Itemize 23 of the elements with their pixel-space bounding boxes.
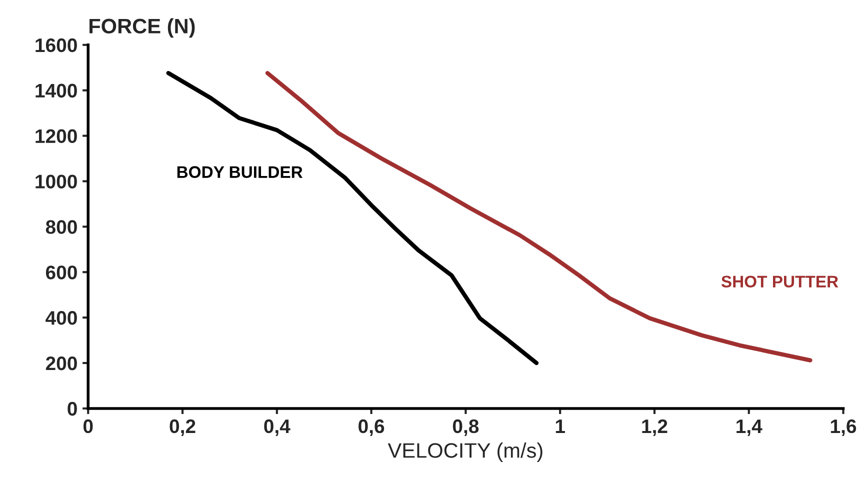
x-tick-label: 0,8 bbox=[452, 419, 479, 436]
y-tick-label: 400 bbox=[46, 311, 77, 325]
x-tick-label: 1,2 bbox=[642, 419, 668, 436]
x-tick-label: 0,6 bbox=[358, 419, 384, 436]
x-tick-label: 0,4 bbox=[264, 419, 290, 436]
y-axis-title: FORCE (N) bbox=[90, 18, 195, 38]
y-tick-label: 800 bbox=[46, 220, 77, 234]
line-series bbox=[166, 70, 539, 366]
y-tick-label: 0 bbox=[68, 402, 77, 416]
x-tick-label: 1,6 bbox=[830, 419, 856, 436]
text: SHOT PUTTER bbox=[721, 276, 838, 288]
y-tick-label: 1000 bbox=[36, 174, 77, 188]
y-tick-label: 200 bbox=[46, 356, 77, 370]
x-tick-label: 0,2 bbox=[170, 419, 196, 436]
y-tick-label: 600 bbox=[46, 266, 77, 280]
y-tick-label: 1600 bbox=[36, 38, 77, 52]
x-tick-label: 0 bbox=[83, 419, 93, 434]
x-tick-label: 1 bbox=[556, 420, 565, 433]
series-label: BODY BUILDER bbox=[177, 166, 303, 178]
y-tick-label: 1400 bbox=[36, 84, 77, 98]
x-tick-label: 1,4 bbox=[736, 420, 762, 436]
x-axis-title: VELOCITY (m/s) bbox=[388, 442, 542, 462]
y-tick-label: 1200 bbox=[36, 129, 77, 144]
